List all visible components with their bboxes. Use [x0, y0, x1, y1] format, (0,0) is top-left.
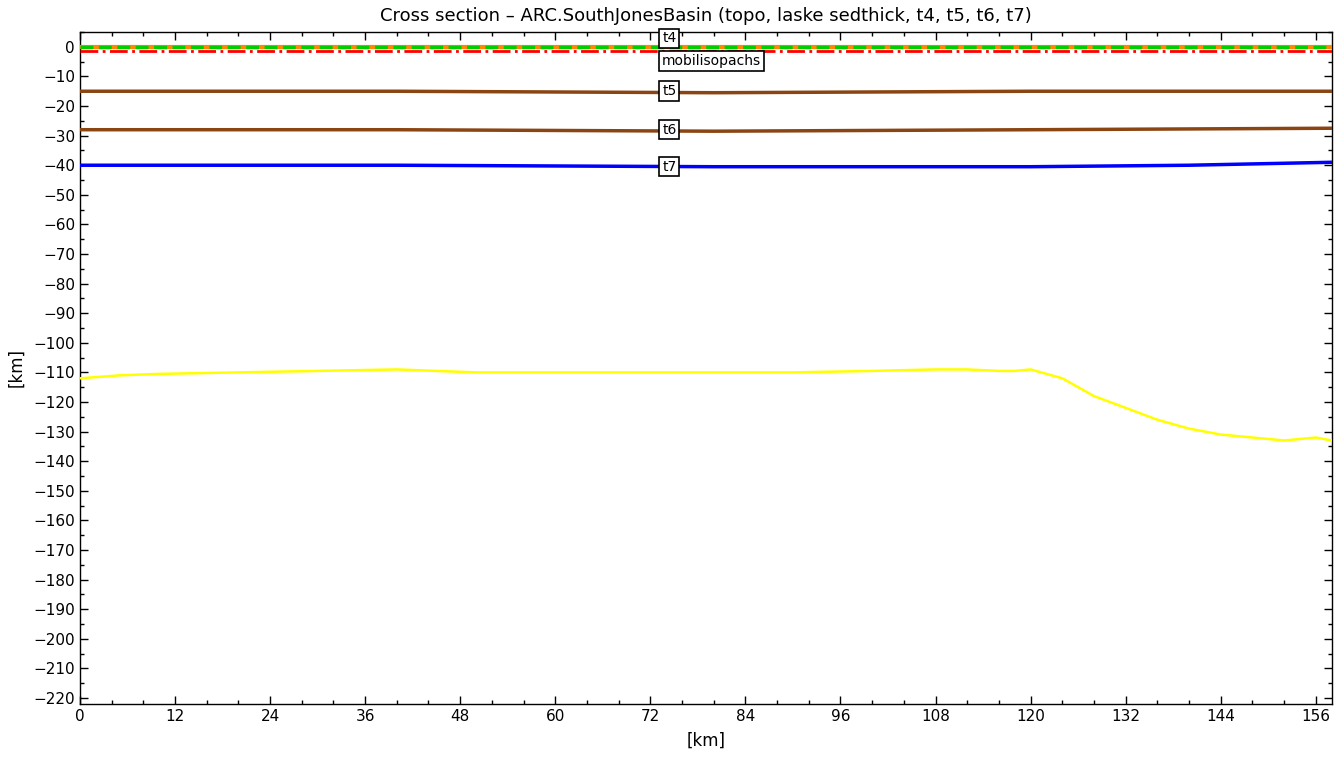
Text: t6: t6 [662, 123, 677, 137]
Y-axis label: [km]: [km] [7, 348, 25, 388]
Text: t7: t7 [662, 160, 677, 173]
Text: t4: t4 [662, 31, 677, 45]
X-axis label: [km]: [km] [686, 732, 725, 750]
Text: mobilisopachs: mobilisopachs [662, 55, 761, 68]
Title: Cross section – ARC.SouthJonesBasin (topo, laske sedthick, t4, t5, t6, t7): Cross section – ARC.SouthJonesBasin (top… [381, 7, 1032, 25]
Text: t5: t5 [662, 84, 677, 98]
